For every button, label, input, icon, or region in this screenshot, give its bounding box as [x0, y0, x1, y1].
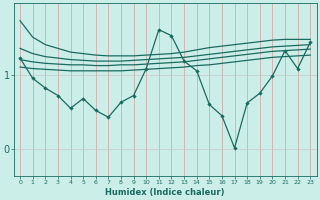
- X-axis label: Humidex (Indice chaleur): Humidex (Indice chaleur): [105, 188, 225, 197]
